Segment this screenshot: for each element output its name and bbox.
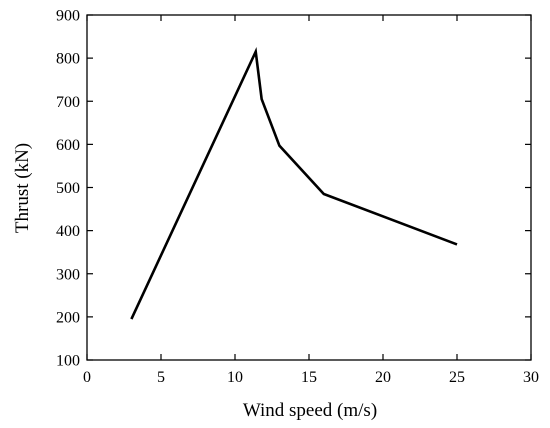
x-tick-label: 5	[157, 369, 165, 386]
x-tick-label: 20	[375, 369, 391, 386]
x-tick-label: 15	[301, 369, 317, 386]
y-tick-label: 300	[56, 266, 80, 283]
y-tick-label: 800	[56, 51, 80, 68]
y-tick-label: 900	[56, 8, 80, 25]
y-axis-title: Thrust (kN)	[12, 143, 33, 233]
series-layer	[130, 47, 458, 320]
y-tick-label: 400	[56, 223, 80, 240]
y-tick-label: 700	[56, 94, 80, 111]
x-axis-title: Wind speed (m/s)	[243, 400, 377, 421]
x-tick-label: 30	[523, 369, 539, 386]
y-tick-label: 500	[56, 180, 80, 197]
x-tick-label: 0	[83, 369, 91, 386]
y-tick-label: 600	[56, 137, 80, 154]
x-tick-label: 25	[449, 369, 465, 386]
plot-area	[86, 14, 532, 361]
thrust-series-line	[130, 47, 458, 320]
y-tick-label: 200	[56, 309, 80, 326]
axis-ticks: 0 5 10 15 20 25 30 100 200 300 400 500 600 700 800 900	[56, 8, 539, 387]
y-tick-label: 100	[56, 353, 80, 370]
x-tick-label: 10	[227, 369, 243, 386]
plot-frame	[86, 14, 532, 361]
